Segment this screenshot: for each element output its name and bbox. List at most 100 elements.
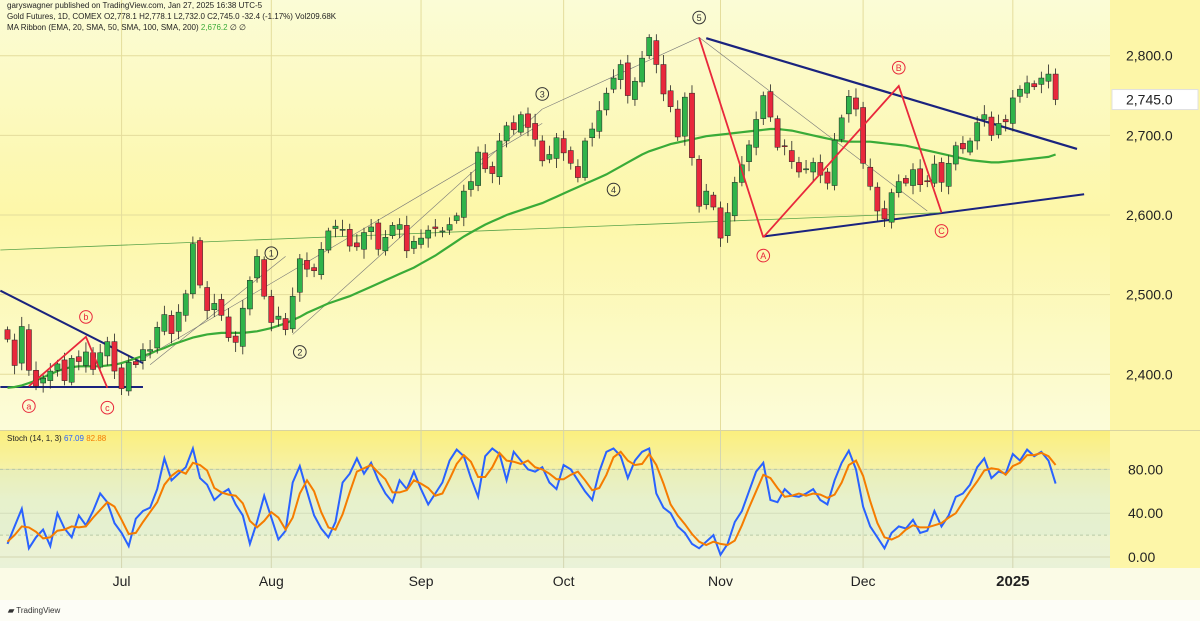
candle-body-84 — [603, 92, 610, 111]
time-tick-label-3: Oct — [553, 573, 575, 589]
candle-body-19 — [140, 349, 146, 361]
wave-label-circle-9 — [891, 60, 906, 75]
candle-body-92 — [660, 64, 667, 95]
candle-body-7 — [54, 363, 61, 371]
candle-body-44 — [318, 248, 325, 275]
candle-body-137 — [981, 114, 988, 120]
wave-annotations: a b c 1 2 3 4 5 A B C — [22, 10, 949, 415]
candle-body-114 — [817, 162, 824, 176]
last-price-box — [1111, 89, 1199, 111]
wave-abc-large — [762, 84, 943, 238]
candle-body-8 — [61, 359, 68, 381]
ribbon-line: MA Ribbon (EMA, 20, SMA, 50, SMA, 100, S… — [7, 23, 246, 32]
candle-body-81 — [582, 140, 588, 178]
candle-body-97 — [696, 159, 702, 207]
grid-lines — [0, 0, 1110, 568]
ribbon-value: 2,676.2 — [200, 23, 228, 32]
candle-body-17 — [125, 362, 132, 392]
ma-ribbon — [7, 127, 1056, 389]
candle-body-112 — [803, 168, 809, 171]
candle-body-127 — [910, 169, 916, 186]
candle-body-141 — [1009, 97, 1016, 124]
candle-body-139 — [995, 123, 1002, 135]
candle-body-108 — [774, 118, 781, 148]
price-tick-label-2: 2,600.0 — [1126, 207, 1173, 223]
candle-body-142 — [1017, 88, 1023, 97]
trendline-triangle-lower — [763, 193, 1085, 238]
candle-body-31 — [225, 316, 232, 338]
candle-body-110 — [788, 150, 795, 162]
candle-body-68 — [489, 166, 496, 174]
candle-body-5 — [40, 377, 46, 384]
tradingview-brand: ▰ TradingView — [8, 606, 60, 615]
price-tick-label-3: 2,700.0 — [1126, 127, 1173, 143]
wave-five-to-a — [698, 37, 765, 238]
stoch-d-value: 82.88 — [86, 434, 107, 443]
candle-body-40 — [289, 295, 296, 330]
candle-body-46 — [332, 225, 339, 229]
candle-body-87 — [624, 62, 631, 96]
candle-body-28 — [204, 287, 210, 311]
candle-body-35 — [254, 256, 260, 279]
time-tick-label-6: 2025 — [996, 573, 1029, 590]
wave-label-circle-4 — [293, 345, 307, 359]
candle-body-56 — [403, 225, 410, 252]
candle-body-95 — [682, 96, 688, 137]
wave-label-10: C — [938, 226, 945, 236]
candle-body-102 — [731, 182, 738, 217]
published-line: garyswagner published on TradingView.com… — [7, 1, 263, 10]
price-tick-label-0: 2,400.0 — [1126, 366, 1173, 382]
candle-body-77 — [553, 137, 560, 159]
candle-body-128 — [917, 168, 923, 185]
candle-body-136 — [974, 122, 981, 142]
candle-body-91 — [653, 40, 660, 65]
candles — [4, 34, 1059, 396]
candle-body-143 — [1024, 82, 1030, 94]
stoch-axis: 0.00 40.00 80.00 — [1128, 461, 1163, 565]
candle-body-125 — [895, 181, 902, 193]
candle-body-145 — [1038, 77, 1045, 85]
candle-body-126 — [903, 178, 909, 184]
wave-label-5: 3 — [540, 89, 545, 99]
wave-label-8: A — [760, 251, 766, 261]
candle-body-0 — [4, 329, 11, 340]
candle-body-98 — [703, 190, 710, 205]
candle-body-51 — [368, 226, 374, 232]
candle-body-122 — [874, 186, 881, 212]
candle-body-2 — [18, 326, 25, 364]
candle-body-47 — [339, 229, 346, 231]
footer-bar — [0, 600, 1200, 621]
candle-body-39 — [282, 318, 289, 330]
candle-body-13 — [97, 352, 104, 368]
candle-body-106 — [760, 95, 767, 119]
candle-body-147 — [1052, 73, 1059, 100]
candle-body-9 — [68, 358, 75, 383]
candle-body-117 — [838, 117, 845, 140]
wave-label-circle-3 — [264, 246, 279, 261]
candle-body-121 — [867, 166, 874, 187]
time-tick-label-2: Sep — [409, 573, 434, 589]
instrument-name: Gold Futures, 1D, COMEX — [7, 12, 102, 21]
channel-line-3 — [135, 123, 543, 364]
stoch-tick-label-0: 0.00 — [1128, 549, 1155, 565]
candle-body-61 — [439, 230, 446, 233]
price-tick-label-1: 2,500.0 — [1126, 287, 1173, 303]
candle-body-88 — [632, 80, 638, 100]
candle-body-131 — [938, 162, 945, 183]
candle-body-78 — [560, 138, 567, 154]
candle-body-134 — [960, 143, 966, 150]
wave-label-6: 4 — [611, 185, 616, 195]
candle-body-69 — [496, 140, 503, 178]
wave-label-9: B — [896, 63, 902, 73]
candle-body-52 — [375, 222, 382, 250]
candle-body-55 — [396, 224, 403, 230]
candle-body-73 — [525, 113, 531, 128]
price-tick-label-4: 2,800.0 — [1126, 48, 1173, 64]
candle-body-50 — [361, 232, 367, 250]
price-axis: 2,400.0 2,500.0 2,600.0 2,700.0 2,800.0 2,745… — [1111, 48, 1199, 382]
wave-label-circle-8 — [756, 248, 771, 263]
wave-abc-small — [28, 335, 109, 389]
stoch-pane-background — [0, 431, 1110, 568]
candle-body-93 — [667, 90, 674, 107]
